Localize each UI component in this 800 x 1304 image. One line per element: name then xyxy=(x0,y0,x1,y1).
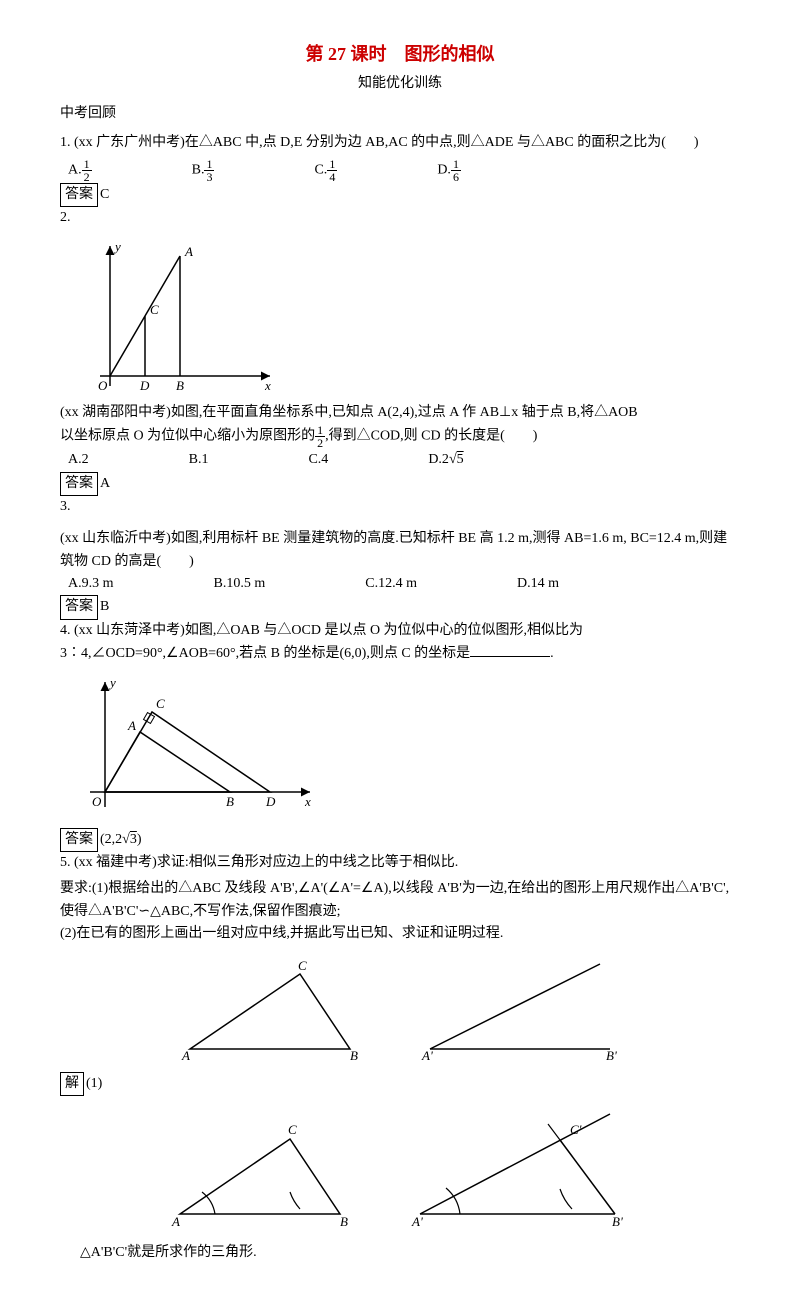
q3-answer: 答案B xyxy=(60,595,740,619)
svg-text:B: B xyxy=(226,794,234,809)
svg-text:B: B xyxy=(340,1214,348,1229)
q5-req2: (2)在已有的图形上画出一组对应中线,并据此写出已知、求证和证明过程. xyxy=(60,923,740,945)
svg-text:A: A xyxy=(184,244,193,259)
q2-options: A.2 B.1 C.4 D.2√5 xyxy=(68,449,740,471)
svg-text:A: A xyxy=(171,1214,180,1229)
svg-text:y: y xyxy=(108,675,116,690)
q5-figure-solution: A B C A' B' C' xyxy=(60,1104,740,1234)
page-subtitle: 知能优化训练 xyxy=(60,73,740,95)
q2-text-line1: (xx 湖南邵阳中考)如图,在平面直角坐标系中,已知点 A(2,4),过点 A … xyxy=(60,402,740,424)
page-title: 第 27 课时 图形的相似 xyxy=(60,40,740,69)
q1-number: 1. xyxy=(60,135,71,150)
svg-text:y: y xyxy=(113,239,121,254)
svg-text:B': B' xyxy=(612,1214,623,1229)
svg-text:B: B xyxy=(350,1048,358,1063)
q1-options: A.12 B.13 C.14 D.16 xyxy=(68,158,740,183)
question-5: 5. (xx 福建中考)求证:相似三角形对应边上的中线之比等于相似比. xyxy=(60,852,740,874)
svg-text:O: O xyxy=(98,378,108,393)
svg-text:C: C xyxy=(288,1122,297,1137)
q5-figure-given: A B C A' B' xyxy=(60,954,740,1064)
q2-text-line2: 以坐标原点 O 为位似中心缩小为原图形的12,得到△COD,则 CD 的长度是(… xyxy=(60,424,740,449)
review-heading: 中考回顾 xyxy=(60,103,740,125)
question-4: 4. (xx 山东菏泽中考)如图,△OAB 与△OCD 是以点 O 为位似中心的… xyxy=(60,620,740,666)
question-2: 2. xyxy=(60,207,740,229)
svg-text:B': B' xyxy=(606,1048,617,1063)
question-1: 1. (xx 广东广州中考)在△ABC 中,点 D,E 分别为边 AB,AC 的… xyxy=(60,132,740,154)
q1-text: (xx 广东广州中考)在△ABC 中,点 D,E 分别为边 AB,AC 的中点,… xyxy=(74,135,699,150)
q3-text: (xx 山东临沂中考)如图,利用标杆 BE 测量建筑物的高度.已知标杆 BE 高… xyxy=(60,528,740,573)
svg-text:C: C xyxy=(156,696,165,711)
q4-answer: 答案(2,2√3) xyxy=(60,828,740,852)
q4-figure: O B D A C x y xyxy=(60,672,740,822)
svg-text:D: D xyxy=(139,378,150,393)
svg-text:A': A' xyxy=(421,1048,433,1063)
q2-figure: O D B A C x y xyxy=(60,236,740,396)
svg-text:A': A' xyxy=(411,1214,423,1229)
svg-text:D: D xyxy=(265,794,276,809)
svg-text:x: x xyxy=(264,378,271,393)
question-3: 3. xyxy=(60,496,740,518)
svg-text:x: x xyxy=(304,794,311,809)
svg-text:C: C xyxy=(298,958,307,973)
svg-text:A: A xyxy=(127,718,136,733)
svg-text:C': C' xyxy=(570,1122,582,1137)
svg-text:A: A xyxy=(181,1048,190,1063)
q1-answer: 答案C xyxy=(60,183,740,207)
svg-text:C: C xyxy=(150,302,159,317)
q5-conclusion: △A'B'C'就是所求作的三角形. xyxy=(80,1242,740,1264)
svg-text:B: B xyxy=(176,378,184,393)
q5-req1: 要求:(1)根据给出的△ABC 及线段 A'B',∠A'(∠A'=∠A),以线段… xyxy=(60,878,740,923)
svg-text:O: O xyxy=(92,794,102,809)
q3-options: A.9.3 m B.10.5 m C.12.4 m D.14 m xyxy=(68,573,740,595)
q5-solution-label: 解(1) xyxy=(60,1072,740,1096)
q2-answer: 答案A xyxy=(60,472,740,496)
